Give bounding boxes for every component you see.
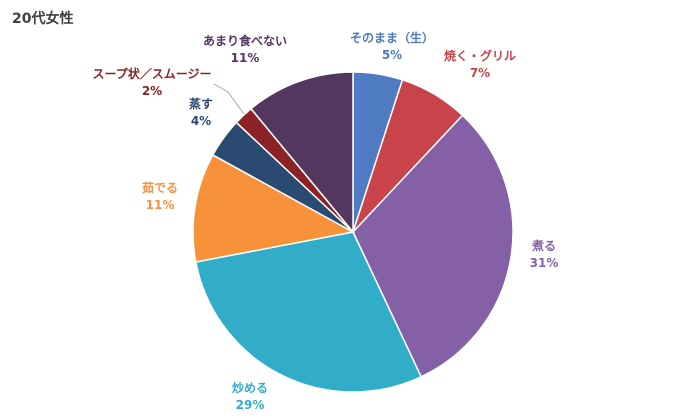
pie-slice-2 <box>352 114 514 378</box>
slice-label-3: 炒める 29% <box>232 381 268 412</box>
leader-line <box>213 83 245 115</box>
slice-label-1: 焼く・グリル 7% <box>444 48 516 80</box>
pie-slice-7 <box>249 71 354 235</box>
chart-title: 20代女性 <box>12 11 74 27</box>
slice-label-6: スープ状／スムージー 2% <box>92 66 211 98</box>
slice-label-0: そのまま（生） 5% <box>350 30 434 62</box>
slice-label-7: あまり食べない 11% <box>203 33 287 65</box>
slice-label-5: 蒸す 4% <box>189 96 213 128</box>
slice-label-2: 煮る 31% <box>530 238 559 270</box>
pie-slice-4 <box>192 153 356 263</box>
pie-slice-3 <box>194 231 423 393</box>
slice-label-4: 茹でる 11% <box>142 180 178 212</box>
